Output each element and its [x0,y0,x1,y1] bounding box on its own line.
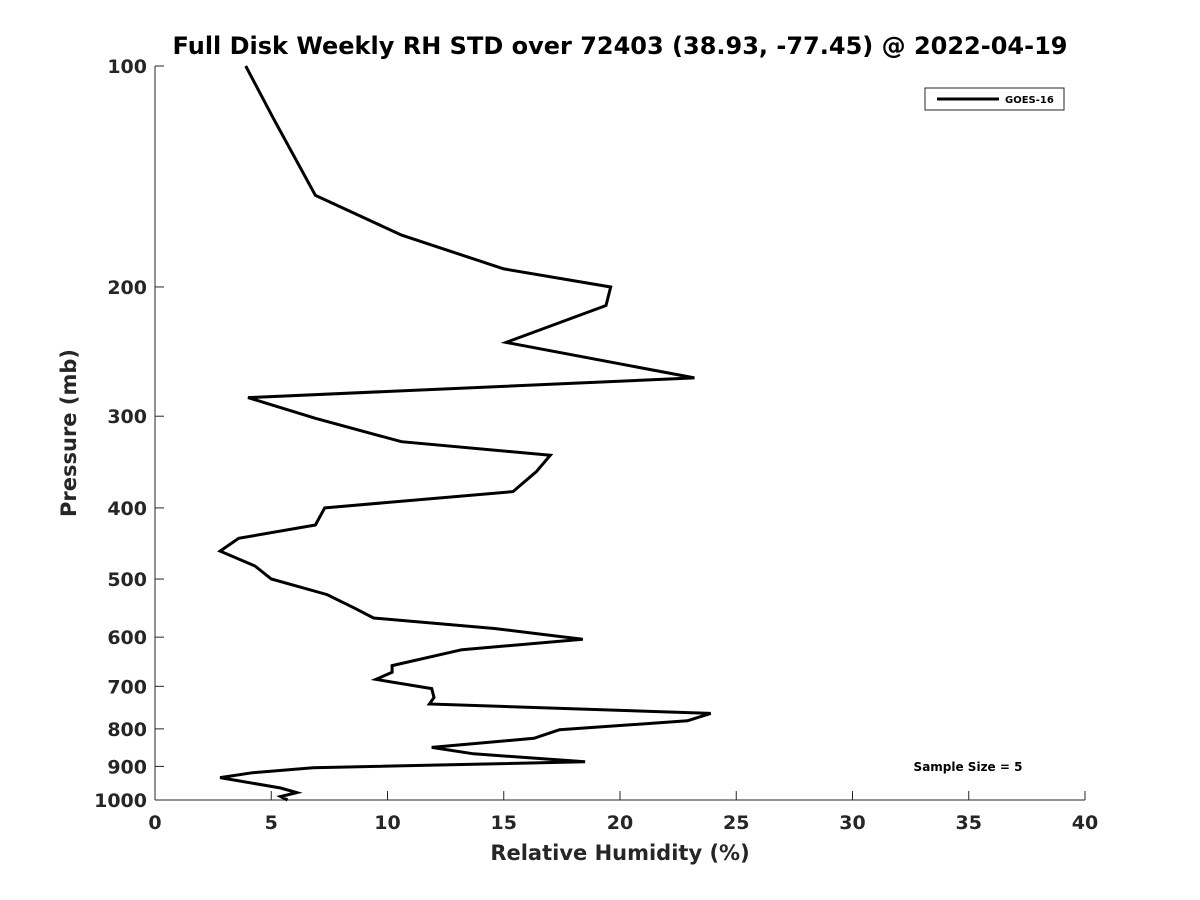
x-tick-label: 0 [148,812,161,834]
chart-title: Full Disk Weekly RH STD over 72403 (38.9… [173,32,1068,60]
x-axis-label: Relative Humidity (%) [490,841,749,865]
y-tick-label: 200 [107,277,147,299]
y-tick-label: 100 [107,56,147,78]
y-tick-label: 800 [107,719,147,741]
x-tick-label: 40 [1072,812,1098,834]
x-tick-label: 30 [839,812,865,834]
y-ticks: 100 200 300 400 500 600 700 800 900 1000 [94,56,164,812]
x-tick-label: 35 [956,812,982,834]
sample-size-annotation: Sample Size = 5 [914,760,1023,774]
y-tick-label: 1000 [94,790,147,812]
y-axis-label: Pressure (mb) [57,349,81,517]
x-tick-label: 20 [607,812,633,834]
legend-label-goes-16: GOES-16 [1005,95,1054,106]
x-tick-label: 25 [723,812,749,834]
y-tick-label: 900 [107,756,147,778]
legend: GOES-16 [924,87,1065,111]
series-layer [217,65,712,802]
x-tick-label: 5 [265,812,278,834]
y-tick-label: 600 [107,627,147,649]
y-tick-label: 400 [107,498,147,520]
x-ticks: 0 5 10 15 20 25 30 35 40 [148,791,1098,834]
x-tick-label: 15 [491,812,517,834]
y-tick-label: 500 [107,569,147,591]
y-tick-label: 300 [107,406,147,428]
series-line-goes-16 [217,65,712,802]
y-tick-label: 700 [107,676,147,698]
x-tick-label: 10 [374,812,400,834]
